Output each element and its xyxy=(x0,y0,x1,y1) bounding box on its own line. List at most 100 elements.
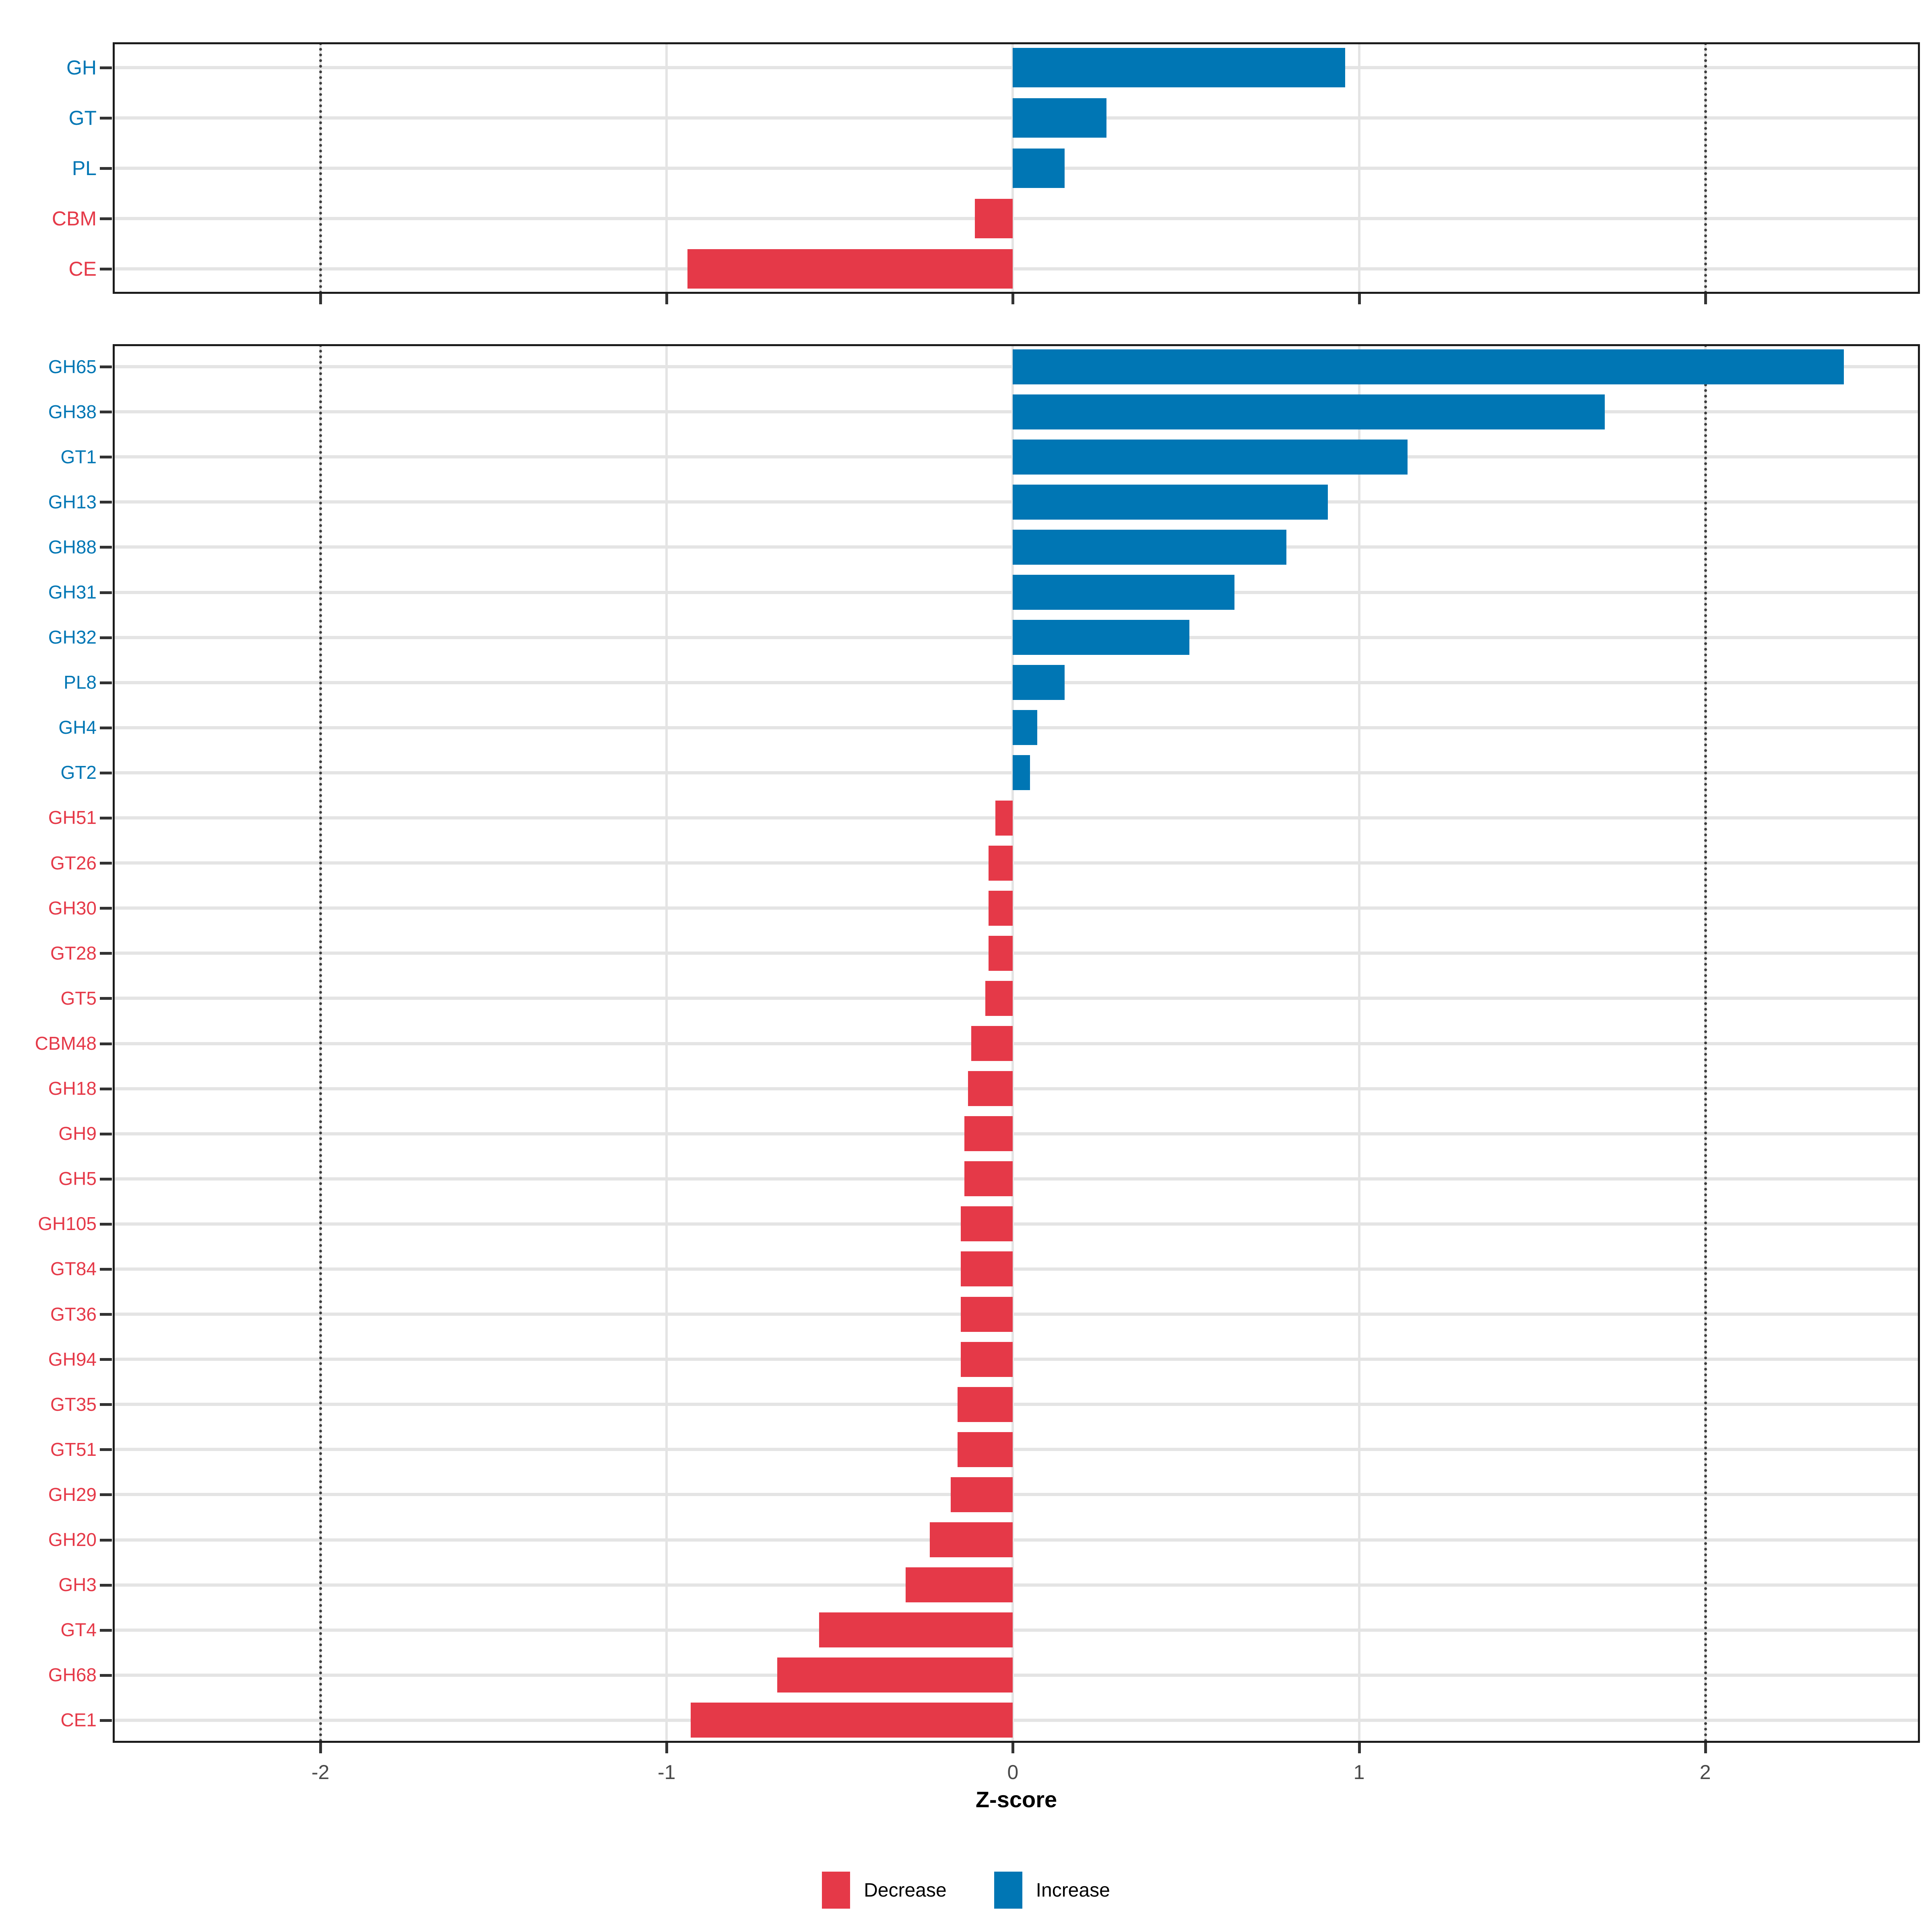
category-label-GH20: GH20 xyxy=(48,1529,97,1550)
bar-GT51 xyxy=(957,1432,1013,1467)
dotted-vline--2 xyxy=(319,344,322,1743)
y-axis-tick-GH105 xyxy=(100,1222,112,1226)
y-axis-tick-GH32 xyxy=(100,636,112,639)
y-axis-tick-GH68 xyxy=(100,1674,112,1677)
bar-CBM48 xyxy=(971,1026,1013,1061)
category-label-GT26: GT26 xyxy=(50,852,97,873)
bar-GH65 xyxy=(1013,349,1844,384)
x-axis-tick-1 xyxy=(1358,294,1361,304)
grid-hline-GH94 xyxy=(113,1358,1920,1361)
grid-hline-GT51 xyxy=(113,1448,1920,1451)
y-axis-tick-CBM48 xyxy=(100,1042,112,1045)
bar-GH94 xyxy=(961,1342,1013,1377)
x-axis-tick--2 xyxy=(319,294,322,304)
grid-hline-GH20 xyxy=(113,1538,1920,1542)
y-axis-tick-GH65 xyxy=(100,365,112,369)
bar-GT35 xyxy=(957,1387,1013,1422)
grid-hline-GT36 xyxy=(113,1313,1920,1316)
category-label-GH65: GH65 xyxy=(48,356,97,377)
category-label-GT51: GT51 xyxy=(50,1439,97,1460)
y-axis-tick-GT84 xyxy=(100,1267,112,1271)
grid-hline-GH29 xyxy=(113,1493,1920,1496)
top-panel-cazyme-classes xyxy=(113,42,1920,294)
category-label-GT2: GT2 xyxy=(60,762,97,783)
y-axis-tick-GT26 xyxy=(100,862,112,865)
category-label-GH68: GH68 xyxy=(48,1664,97,1686)
category-label-CBM48: CBM48 xyxy=(35,1032,97,1054)
x-axis-tick-label--1: -1 xyxy=(658,1761,676,1783)
dotted-vline-2 xyxy=(1704,42,1707,294)
y-axis-tick-GH88 xyxy=(100,546,112,549)
bar-GH9 xyxy=(964,1116,1013,1152)
category-label-GT35: GT35 xyxy=(50,1393,97,1415)
grid-hline-GH30 xyxy=(113,906,1920,910)
bar-CE xyxy=(687,249,1013,289)
legend-label-decrease: Decrease xyxy=(864,1879,947,1901)
category-label-GH51: GH51 xyxy=(48,807,97,828)
grid-hline-GT35 xyxy=(113,1403,1920,1406)
y-axis-tick-GT36 xyxy=(100,1313,112,1316)
bar-GT36 xyxy=(961,1296,1013,1332)
category-label-GH3: GH3 xyxy=(58,1574,97,1596)
y-axis-tick-GH xyxy=(100,66,112,69)
y-axis-tick-GH13 xyxy=(100,501,112,504)
category-label-GT: GT xyxy=(68,106,97,129)
bar-GH13 xyxy=(1013,484,1328,520)
bottom-panel-cazyme-families xyxy=(113,344,1920,1743)
grid-hline-GT26 xyxy=(113,861,1920,865)
legend-key-decrease-swatch xyxy=(822,1872,850,1909)
bar-GH29 xyxy=(950,1477,1013,1512)
bar-GH68 xyxy=(777,1657,1013,1693)
y-axis-tick-GH20 xyxy=(100,1538,112,1542)
y-axis-tick-CE xyxy=(100,267,112,270)
category-label-GH18: GH18 xyxy=(48,1078,97,1099)
bar-CBM xyxy=(974,198,1013,238)
bar-GT28 xyxy=(989,935,1013,971)
dotted-vline-2 xyxy=(1704,344,1707,1743)
bar-GT2 xyxy=(1013,755,1030,791)
x-axis-tick--2 xyxy=(319,1743,322,1753)
grid-hline-GT5 xyxy=(113,997,1920,1000)
y-axis-tick-PL xyxy=(100,167,112,170)
bar-PL xyxy=(1013,148,1065,188)
y-axis-tick-GT2 xyxy=(100,771,112,774)
bar-GH18 xyxy=(968,1071,1013,1106)
x-axis-tick--1 xyxy=(665,294,669,304)
x-axis-tick-label-0: 0 xyxy=(1007,1761,1019,1783)
x-axis-tick-label-2: 2 xyxy=(1699,1761,1711,1783)
bar-GH32 xyxy=(1013,620,1190,655)
y-axis-tick-GH38 xyxy=(100,411,112,414)
y-axis-tick-GH4 xyxy=(100,726,112,729)
y-axis-tick-CE1 xyxy=(100,1719,112,1722)
y-axis-tick-GH18 xyxy=(100,1087,112,1090)
category-label-CE1: CE1 xyxy=(60,1709,97,1731)
dotted-vline--2 xyxy=(319,42,322,294)
legend-key-increase-swatch xyxy=(994,1872,1022,1909)
grid-hline-GH18 xyxy=(113,1087,1920,1090)
bar-GT4 xyxy=(819,1612,1013,1648)
y-axis-tick-GT4 xyxy=(100,1629,112,1632)
bar-GH31 xyxy=(1013,575,1234,610)
y-axis-tick-GT xyxy=(100,116,112,120)
bar-GH5 xyxy=(964,1161,1013,1197)
y-axis-tick-PL8 xyxy=(100,681,112,684)
category-label-GH31: GH31 xyxy=(48,582,97,603)
bar-GH38 xyxy=(1013,394,1605,429)
legend-label-increase: Increase xyxy=(1036,1879,1110,1901)
category-label-CE: CE xyxy=(68,257,97,280)
y-axis-tick-GH30 xyxy=(100,907,112,910)
category-label-GT1: GT1 xyxy=(60,446,97,467)
category-label-GH9: GH9 xyxy=(58,1123,97,1144)
y-axis-tick-GT1 xyxy=(100,456,112,459)
bar-GH30 xyxy=(989,890,1013,926)
bar-GH51 xyxy=(995,800,1013,836)
grid-hline-GH51 xyxy=(113,816,1920,820)
x-axis-tick-label-1: 1 xyxy=(1353,1761,1365,1783)
x-axis-tick-0 xyxy=(1011,294,1015,304)
bar-GT26 xyxy=(989,845,1013,881)
x-axis-tick-2 xyxy=(1704,1743,1707,1753)
x-axis-tick-label--2: -2 xyxy=(311,1761,330,1783)
bar-GH88 xyxy=(1013,529,1286,565)
y-axis-tick-GT35 xyxy=(100,1403,112,1406)
category-label-GT4: GT4 xyxy=(60,1619,97,1641)
